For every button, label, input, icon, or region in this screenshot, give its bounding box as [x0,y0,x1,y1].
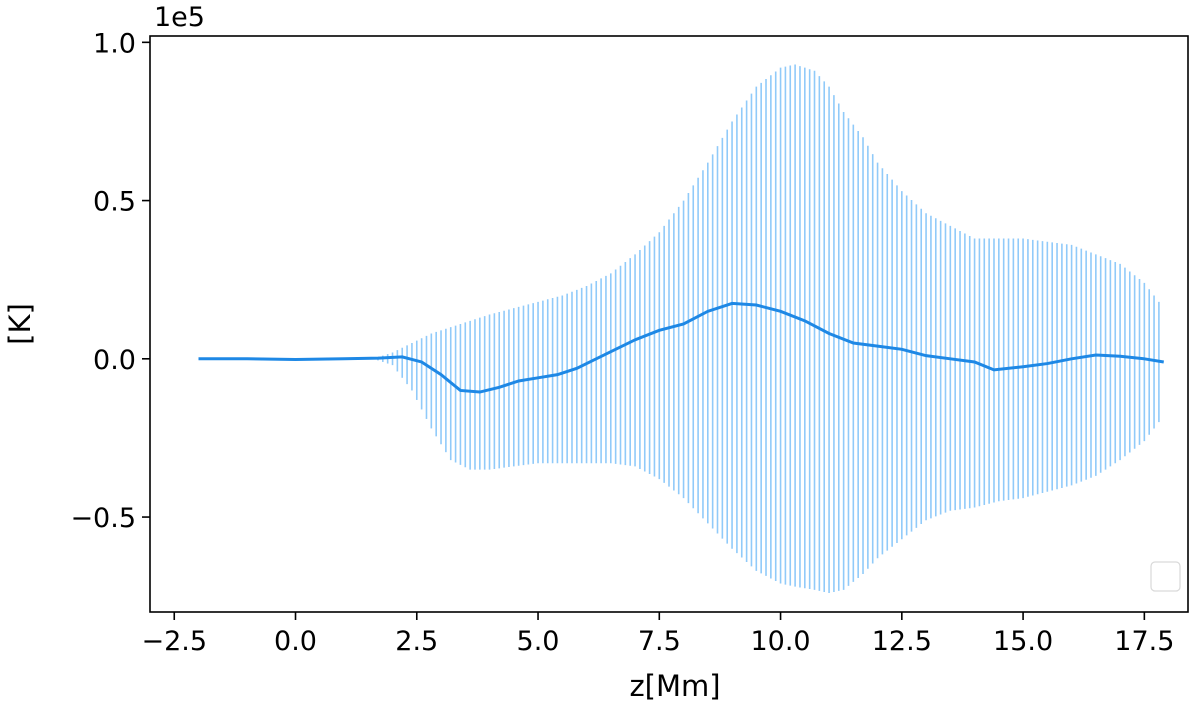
x-tick-label: 5.0 [517,626,560,657]
x-tick-label: 0.0 [274,626,317,657]
y-axis-label: [K] [3,303,37,345]
y-axis-ticks: −0.5 0.0 0.5 1.0 [70,28,150,534]
errorbar-band-layer [377,64,1160,594]
x-tick-label: −2.5 [141,626,207,657]
x-tick-label: 17.5 [1114,626,1174,657]
y-axis-offset-label: 1e5 [154,2,205,33]
x-tick-label: 7.5 [638,626,681,657]
empty-legend-box [1150,561,1181,592]
y-tick-label: 1.0 [93,28,136,59]
x-tick-label: 10.0 [750,626,810,657]
y-tick-label: 0.0 [93,345,136,376]
plot-frame [149,35,1189,613]
x-axis-label: z[Mm] [629,669,720,703]
mean-line-layer [198,301,1164,394]
y-tick-label: 0.5 [93,187,136,218]
x-tick-label: 15.0 [993,626,1053,657]
y-tick-label: −0.5 [70,503,136,534]
x-tick-label: 12.5 [872,626,932,657]
x-axis-ticks: −2.5 0.0 2.5 5.0 7.5 10.0 12.5 15.0 17.5 [141,612,1174,657]
x-tick-label: 2.5 [395,626,438,657]
mean-temperature-line [198,301,1164,394]
